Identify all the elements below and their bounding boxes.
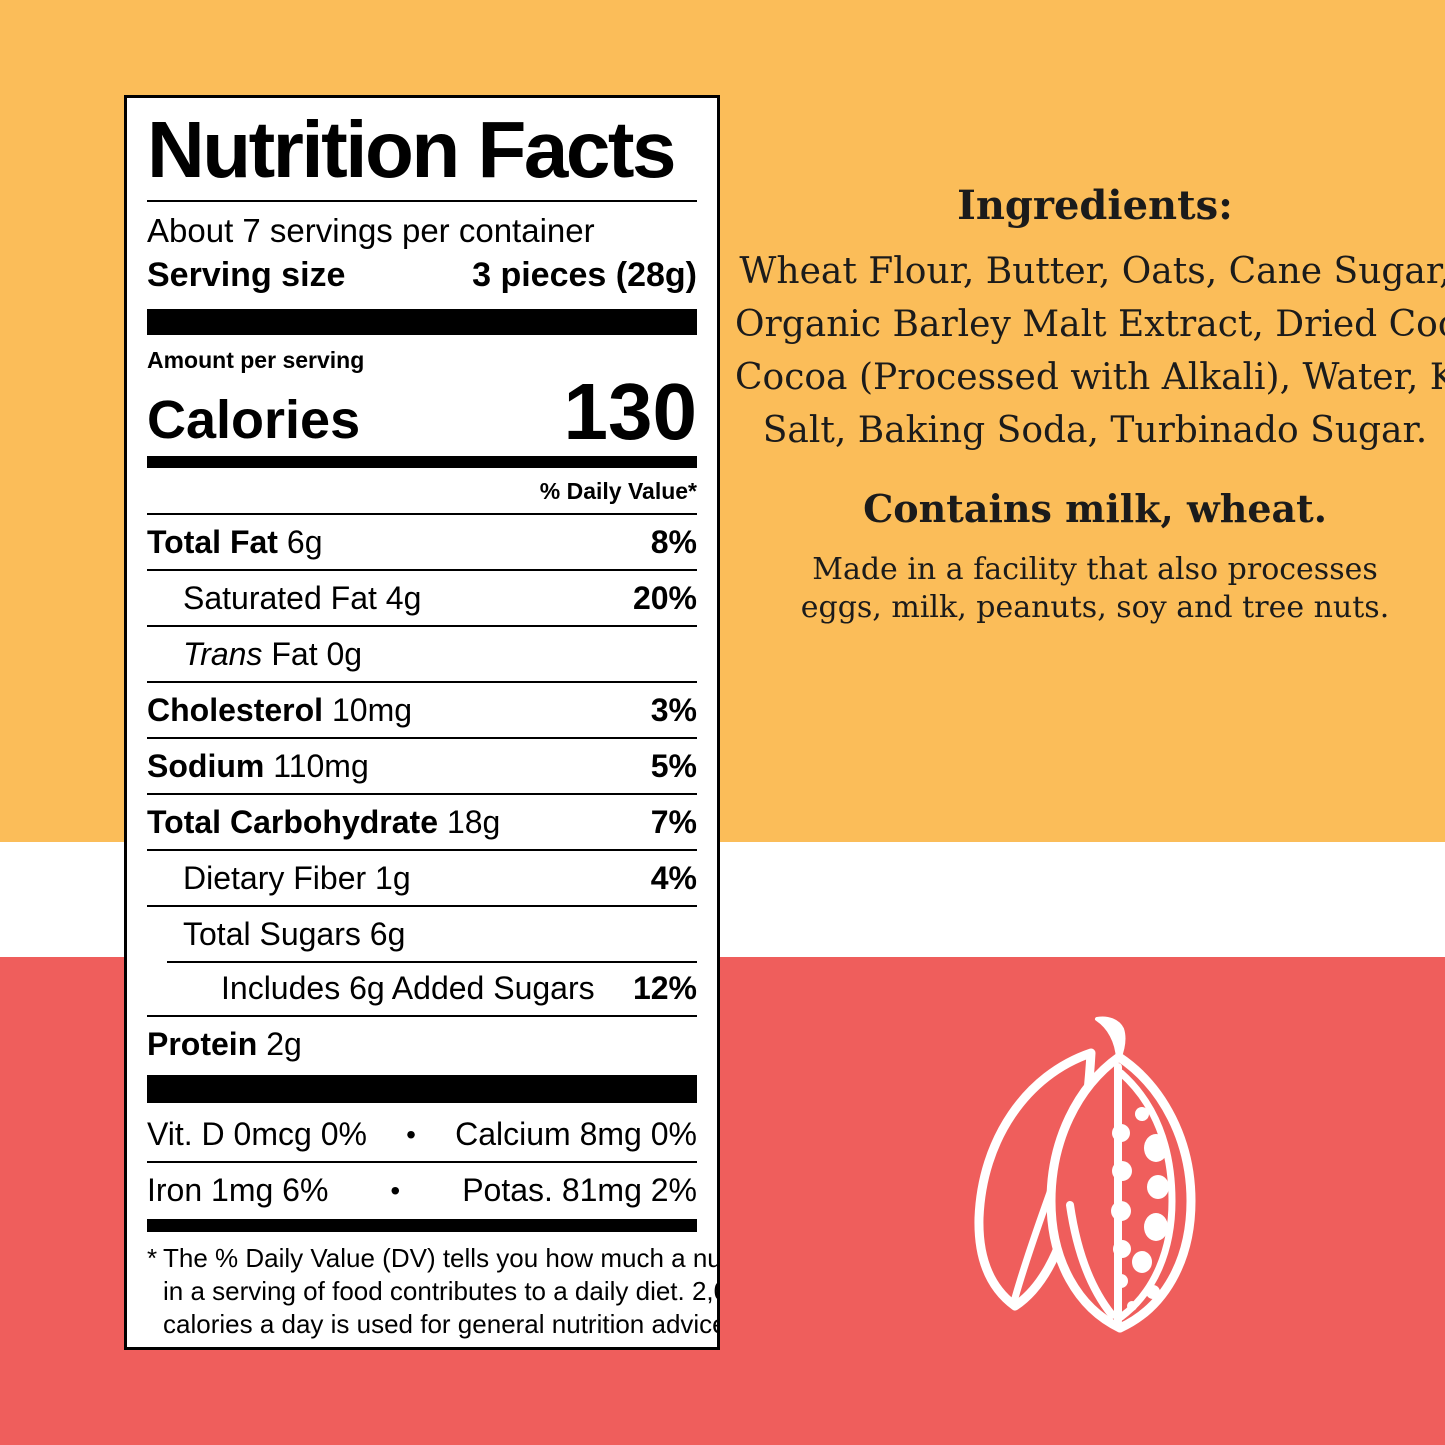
calcium-value: Calcium 8mg 0% xyxy=(455,1116,697,1153)
calories-value: 130 xyxy=(563,367,697,457)
calories-label: Calories xyxy=(147,390,361,451)
nutrient-dv: 4% xyxy=(650,860,697,897)
footnote-line: in a serving of food contributes to a da… xyxy=(163,1276,720,1307)
iron-value: Iron 1mg 6% xyxy=(147,1172,329,1209)
footnote-asterisk: * xyxy=(147,1243,158,1274)
medium-divider-bar xyxy=(147,1219,697,1233)
nutrient-amount: 2g xyxy=(266,1026,302,1063)
daily-value-header: % Daily Value* xyxy=(539,478,697,505)
potassium-value: Potas. 81mg 2% xyxy=(462,1172,697,1209)
serving-size-row: Serving size 3 pieces (28g) xyxy=(147,254,697,297)
cocoa-pod-icon xyxy=(974,1016,1196,1333)
ingredients-line: Salt, Baking Soda, Turbinado Sugar. xyxy=(762,410,1428,451)
nutrient-row-total-carbohydrate: Total Carbohydrate 18g 7% xyxy=(147,793,697,849)
nutrient-row-total-sugars: Total Sugars 6g xyxy=(147,905,697,961)
nutrient-row-saturated-fat: Saturated Fat 4g 20% xyxy=(147,569,697,625)
nutrient-amount: Fat 0g xyxy=(271,636,363,673)
nutrient-name: Dietary Fiber 1g xyxy=(183,860,411,897)
ingredients-line: Cocoa (Processed with Alkali), Water, Ko… xyxy=(735,357,1445,398)
micronutrient-row-2: Iron 1mg 6% • Potas. 81mg 2% xyxy=(147,1161,697,1217)
serving-size-value: 3 pieces (28g) xyxy=(472,256,697,295)
nutrient-name: Total Sugars 6g xyxy=(183,916,406,953)
footnote-line: The % Daily Value (DV) tells you how muc… xyxy=(163,1243,720,1274)
nutrient-row-total-fat: Total Fat 6g 8% xyxy=(147,513,697,569)
nutrient-dv: 7% xyxy=(650,804,697,841)
nutrient-name: Saturated Fat 4g xyxy=(183,580,422,617)
nutrient-row-sodium: Sodium 110mg 5% xyxy=(147,737,697,793)
serving-size-label: Serving size xyxy=(147,256,346,295)
ingredients-title: Ingredients: xyxy=(957,182,1233,229)
servings-per-container: About 7 servings per container xyxy=(147,212,595,249)
ingredients-line: Wheat Flour, Butter, Oats, Cane Sugar, xyxy=(739,251,1445,292)
facility-line: Made in a facility that also processes xyxy=(812,552,1378,587)
nutrient-name: Includes 6g Added Sugars xyxy=(221,970,595,1007)
allergen-contains-statement: Contains milk, wheat. xyxy=(863,486,1327,531)
nutrient-dv: 3% xyxy=(650,692,697,729)
nutrition-facts-title: Nutrition Facts xyxy=(147,105,676,194)
nutrient-row-trans-fat: Trans Fat 0g xyxy=(147,625,697,681)
nutrient-name: Total Fat xyxy=(147,524,278,561)
nutrient-row-protein: Protein 2g xyxy=(147,1015,697,1071)
nutrient-dv: 12% xyxy=(632,970,697,1007)
bullet-separator: • xyxy=(390,1174,401,1206)
nutrient-row-cholesterol: Cholesterol 10mg 3% xyxy=(147,681,697,737)
ingredients-list: Wheat Flour, Butter, Oats, Cane Sugar, O… xyxy=(735,245,1445,457)
nutrient-amount: 6g xyxy=(286,524,323,561)
facility-line: eggs, milk, peanuts, soy and tree nuts. xyxy=(800,590,1390,625)
footnote-text: The % Daily Value (DV) tells you how muc… xyxy=(163,1242,720,1341)
footnote-line: calories a day is used for general nutri… xyxy=(163,1309,720,1340)
thick-divider-bar xyxy=(147,1075,697,1104)
bullet-separator: • xyxy=(406,1118,416,1150)
vitamin-d-value: Vit. D 0mcg 0% xyxy=(147,1116,367,1153)
nutrient-row-dietary-fiber: Dietary Fiber 1g 4% xyxy=(147,849,697,905)
amount-per-serving-label: Amount per serving xyxy=(147,346,365,373)
nutrient-name-italic: Trans xyxy=(183,636,263,673)
facility-statement: Made in a facility that also processes e… xyxy=(745,551,1445,627)
nutrient-row-added-sugars: Includes 6g Added Sugars 12% xyxy=(147,961,697,1015)
nutrient-name: Protein xyxy=(147,1026,258,1063)
title-divider xyxy=(147,200,697,202)
nutrient-dv: 5% xyxy=(650,748,697,785)
nutrient-name: Total Carbohydrate xyxy=(147,804,438,841)
daily-value-footnote: * The % Daily Value (DV) tells you how m… xyxy=(147,1242,717,1341)
nutrient-dv: 20% xyxy=(632,580,697,617)
nutrient-name: Sodium xyxy=(147,748,265,785)
nutrient-amount: 10mg xyxy=(331,692,413,729)
calories-row: Calories 130 xyxy=(147,367,697,457)
nutrient-amount: 110mg xyxy=(273,748,369,785)
medium-divider-bar xyxy=(147,456,697,469)
micronutrient-row-1: Vit. D 0mcg 0% • Calcium 8mg 0% xyxy=(147,1107,697,1161)
ingredients-line: Organic Barley Malt Extract, Dried Cocon… xyxy=(735,304,1445,345)
nutrition-facts-label: Nutrition Facts About 7 servings per con… xyxy=(124,95,720,1350)
nutrient-amount: 18g xyxy=(446,804,501,841)
nutrient-dv: 8% xyxy=(650,524,697,561)
thick-divider-bar xyxy=(147,308,697,335)
nutrient-name: Cholesterol xyxy=(147,692,324,729)
